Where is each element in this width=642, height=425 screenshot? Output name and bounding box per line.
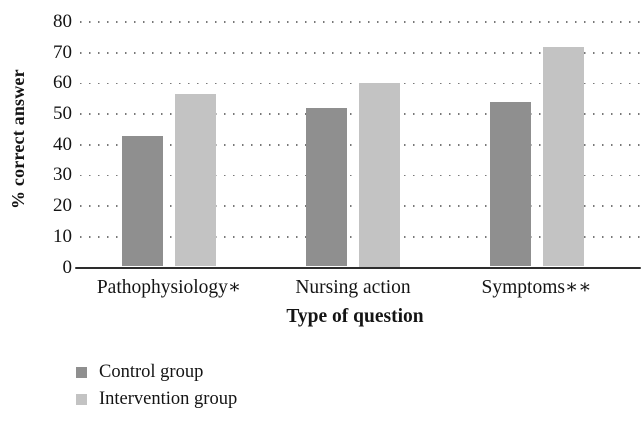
bar-control-group-2 [306,107,347,267]
y-tick-label-40: 40 [53,133,72,155]
x-category-label-3: Symptoms∗∗ [481,277,592,298]
legend-item-control-group: Control group [76,359,237,386]
x-category-label-2: Nursing action [295,277,411,298]
bar-intervention-group-2 [359,83,400,267]
plot-area: 0 10 20 30 40 50 60 70 80 Pathophysiology∗ Nursin… [53,11,641,298]
y-tick-label-20: 20 [53,195,72,217]
x-axis-title: Type of question [286,306,424,327]
gridline-70 [80,51,640,54]
legend-item-intervention-group: Intervention group [76,386,237,413]
x-axis-line [75,266,641,269]
y-tick-label-80: 80 [53,11,72,32]
legend-label-control-group: Control group [99,362,204,382]
legend: Control group Intervention group [76,359,237,413]
gridline-80 [80,21,640,23]
bar-intervention-group-3 [542,46,584,267]
bar-control-group-1 [122,135,163,267]
legend-swatch-intervention-group [76,394,87,405]
x-category-label-1: Pathophysiology∗ [96,277,242,298]
gridline-60 [80,82,640,85]
bar-control-group-3 [489,101,531,267]
legend-swatch-control-group [76,367,87,378]
y-tick-label-70: 70 [53,41,72,63]
legend-label-intervention-group: Intervention group [99,389,238,409]
bar-intervention-group-1 [175,94,216,267]
y-tick-label-60: 60 [53,72,72,94]
y-tick-label-50: 50 [53,103,72,125]
y-tick-label-10: 10 [53,225,72,247]
y-tick-label-30: 30 [53,164,72,186]
y-tick-label-0: 0 [62,256,73,278]
